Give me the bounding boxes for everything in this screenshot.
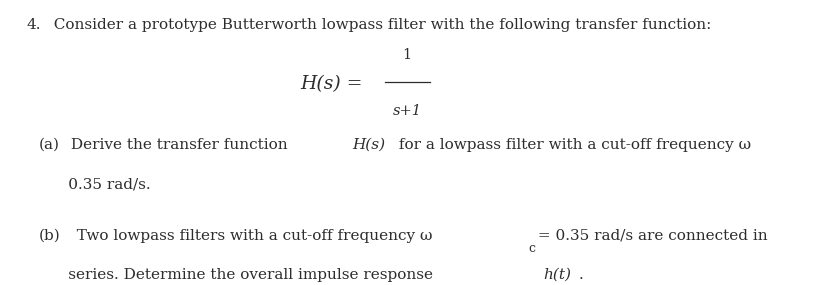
Text: s+1: s+1 <box>392 104 421 118</box>
Text: (b): (b) <box>39 229 61 243</box>
Text: h(t): h(t) <box>543 268 571 282</box>
Text: Two lowpass filters with a cut-off frequency ω: Two lowpass filters with a cut-off frequ… <box>66 229 432 243</box>
Text: = 0.35 rad/s are connected in: = 0.35 rad/s are connected in <box>533 229 767 243</box>
Text: 1: 1 <box>402 48 411 62</box>
Text: H(s) =: H(s) = <box>300 75 369 93</box>
Text: (a): (a) <box>39 138 60 152</box>
Text: Consider a prototype Butterworth lowpass filter with the following transfer func: Consider a prototype Butterworth lowpass… <box>45 18 711 32</box>
Text: 0.35 rad/s.: 0.35 rad/s. <box>39 177 151 191</box>
Text: series. Determine the overall impulse response: series. Determine the overall impulse re… <box>39 268 437 282</box>
Text: 4.: 4. <box>26 18 41 32</box>
Text: H(s): H(s) <box>351 138 385 152</box>
Text: for a lowpass filter with a cut-off frequency ω: for a lowpass filter with a cut-off freq… <box>394 138 750 152</box>
Text: .: . <box>578 268 583 282</box>
Text: Derive the transfer function: Derive the transfer function <box>65 138 292 152</box>
Text: c: c <box>528 242 535 255</box>
